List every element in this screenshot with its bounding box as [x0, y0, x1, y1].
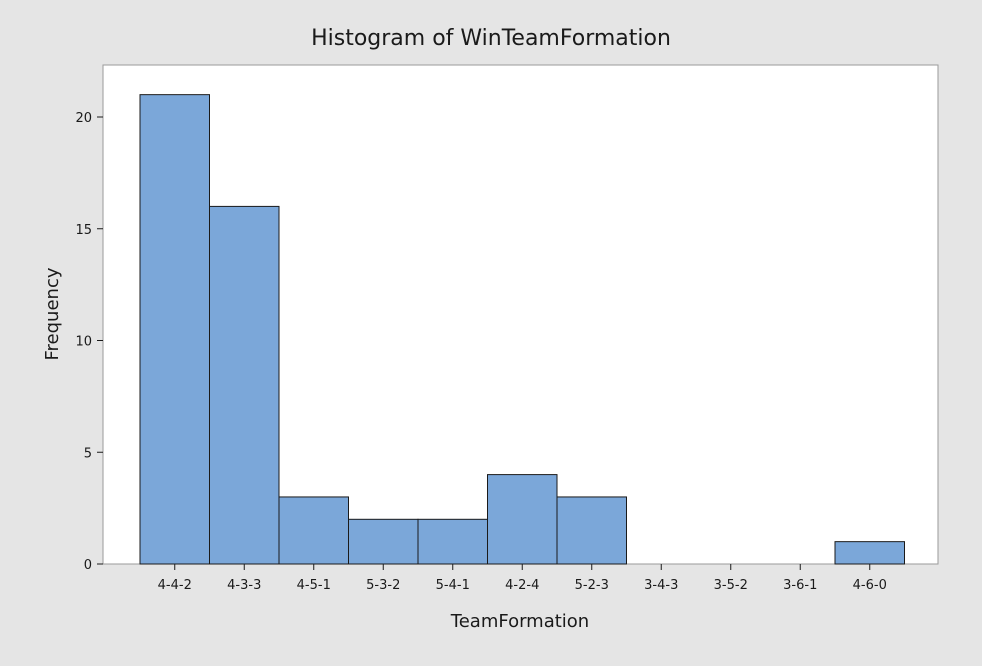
- y-axis-title: Frequency: [42, 267, 63, 360]
- x-tick-label-5-2-3: 5-2-3: [575, 578, 609, 593]
- x-tick-label-4-6-0: 4-6-0: [853, 578, 887, 593]
- bars-group: [139, 94, 905, 565]
- y-tick-label: 0: [84, 558, 92, 573]
- y-tick-label: 20: [75, 111, 92, 126]
- y-tick-label: 15: [75, 223, 92, 238]
- x-tick-label-4-3-3: 4-3-3: [227, 578, 261, 593]
- bar-4-6-0: [834, 541, 905, 565]
- bar-4-3-3: [209, 205, 280, 565]
- chart-title: Histogram of WinTeamFormation: [311, 26, 671, 51]
- y-tick-label: 10: [75, 335, 92, 350]
- bar-5-2-3: [556, 496, 627, 565]
- x-tick-label-5-3-2: 5-3-2: [366, 578, 400, 593]
- y-axis: 0 5 10 15 20: [75, 111, 103, 573]
- x-axis: 4-4-2 4-3-3 4-5-1 5-3-2 5-4-1 4-2-4 5-2-3 3-4-3…: [158, 564, 887, 593]
- y-tick-label: 5: [84, 446, 92, 461]
- bar-4-4-2: [139, 94, 210, 565]
- x-axis-title: TeamFormation: [450, 611, 589, 632]
- x-tick-label-4-2-4: 4-2-4: [505, 578, 539, 593]
- x-tick-label-3-6-1: 3-6-1: [783, 578, 817, 593]
- bar-5-3-2: [348, 518, 419, 565]
- x-tick-label-5-4-1: 5-4-1: [436, 578, 470, 593]
- bar-4-2-4: [487, 474, 558, 565]
- x-tick-label-3-4-3: 3-4-3: [644, 578, 678, 593]
- x-tick-label-4-5-1: 4-5-1: [297, 578, 331, 593]
- x-tick-label-4-4-2: 4-4-2: [158, 578, 192, 593]
- bar-5-4-1: [417, 518, 488, 565]
- bar-4-5-1: [278, 496, 349, 565]
- x-tick-label-3-5-2: 3-5-2: [714, 578, 748, 593]
